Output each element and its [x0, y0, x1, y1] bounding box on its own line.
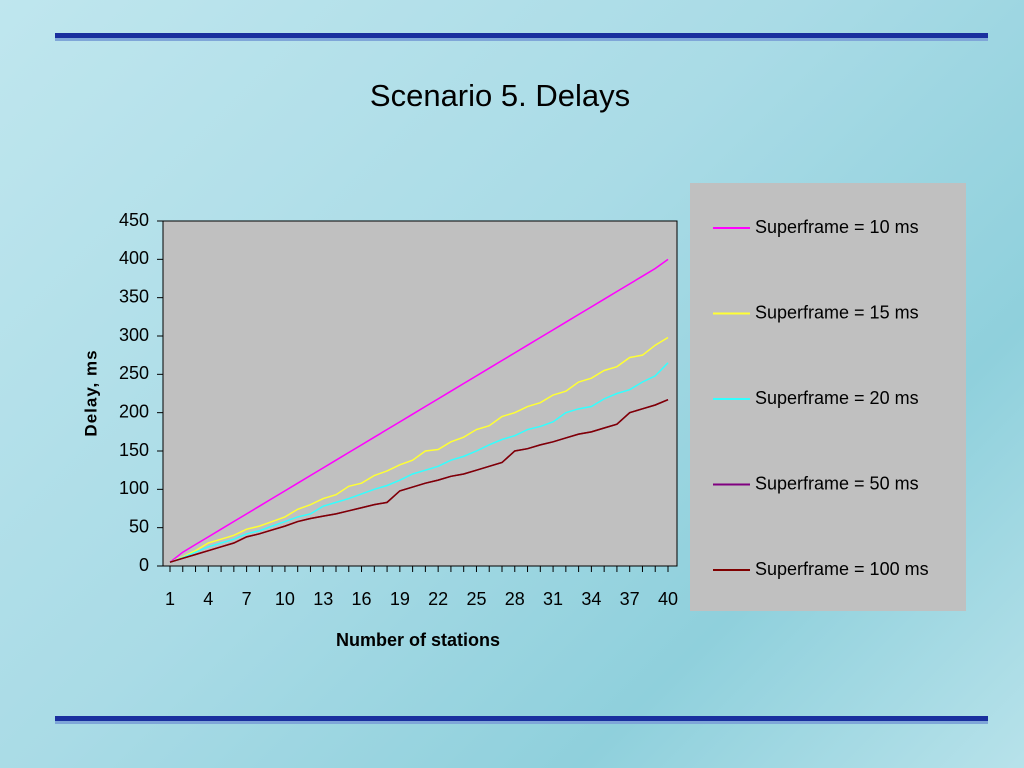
x-tick-label: 37 [620, 589, 640, 609]
top-bar [55, 33, 988, 38]
y-tick-label: 300 [119, 325, 149, 345]
y-tick-label: 50 [129, 516, 149, 536]
series-line [169, 258, 669, 563]
legend-label: Superframe = 15 ms [755, 302, 919, 322]
x-tick-label: 19 [390, 589, 410, 609]
y-tick-label: 100 [119, 478, 149, 498]
top-bar-light [55, 38, 988, 41]
legend-label: Superframe = 10 ms [755, 217, 919, 237]
chart-title: Scenario 5. Delays [370, 78, 630, 113]
y-tick-label: 150 [119, 440, 149, 460]
x-tick-label: 25 [466, 589, 486, 609]
y-tick-label: 0 [139, 555, 149, 575]
y-tick-label: 200 [119, 401, 149, 421]
x-tick-label: 10 [275, 589, 295, 609]
x-axis-label: Number of stations [336, 630, 500, 650]
x-tick-label: 22 [428, 589, 448, 609]
x-tick-label: 34 [581, 589, 601, 609]
x-tick-label: 13 [313, 589, 333, 609]
x-tick-label: 31 [543, 589, 563, 609]
y-axis-label: Delay, ms [81, 349, 100, 436]
x-tick-label: 16 [352, 589, 372, 609]
y-tick-label: 250 [119, 363, 149, 383]
y-tick-label: 450 [119, 210, 149, 230]
legend-label: Superframe = 100 ms [755, 559, 929, 579]
y-tick-label: 350 [119, 286, 149, 306]
x-tick-label: 28 [505, 589, 525, 609]
series-line [169, 398, 669, 563]
legend-label: Superframe = 50 ms [755, 473, 919, 493]
legend-label: Superframe = 20 ms [755, 388, 919, 408]
x-tick-label: 40 [658, 589, 678, 609]
plot-area [162, 220, 678, 567]
x-tick-label: 4 [203, 589, 213, 609]
bottom-bar [55, 716, 988, 721]
x-tick-label: 1 [165, 589, 175, 609]
series-line [169, 336, 669, 563]
x-tick-label: 7 [242, 589, 252, 609]
bottom-bar-light [55, 721, 988, 724]
legend-box [690, 183, 966, 611]
series-line [169, 362, 669, 563]
y-tick-label: 400 [119, 248, 149, 268]
